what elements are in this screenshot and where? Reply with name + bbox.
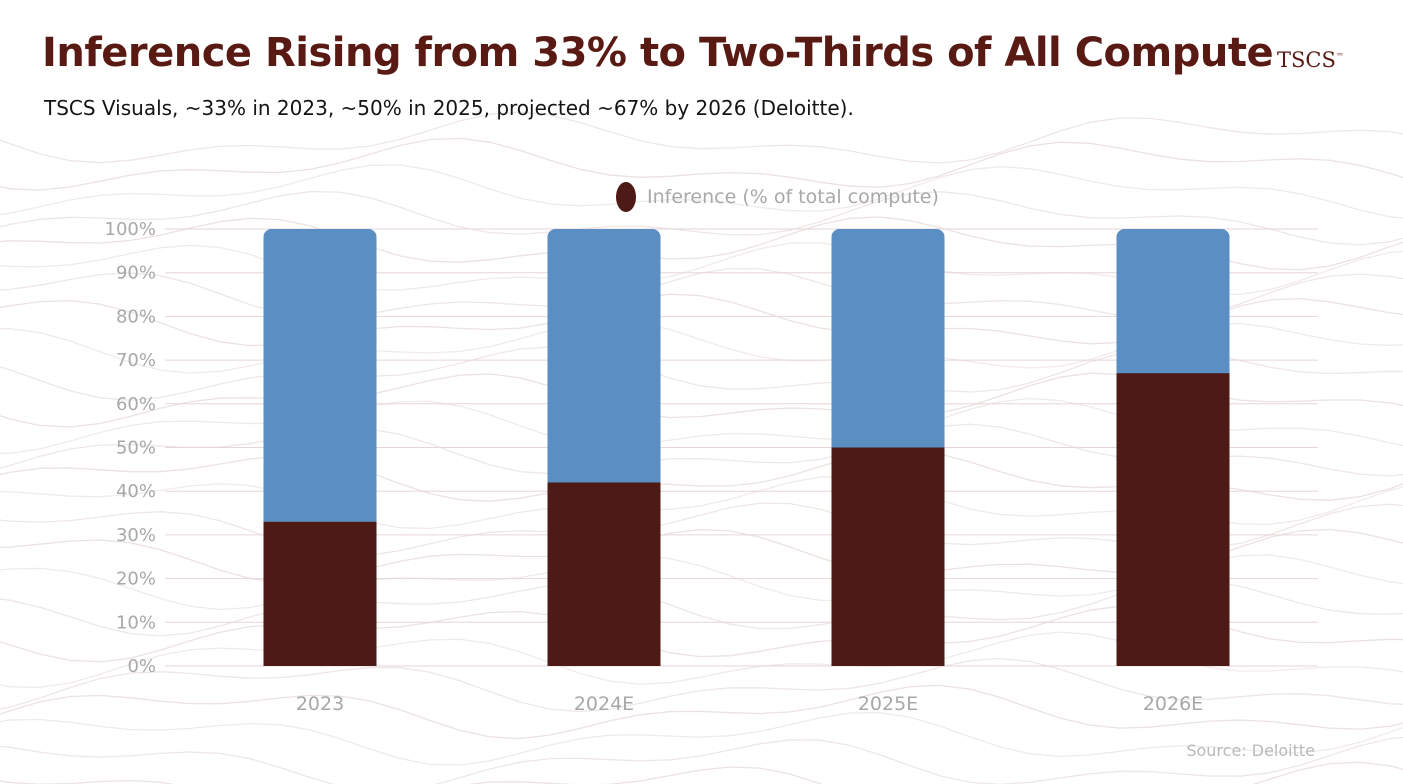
legend-swatch-inference bbox=[616, 182, 636, 212]
contour-line bbox=[0, 164, 1403, 219]
contour-line bbox=[0, 761, 1403, 784]
bar-inference-2023 bbox=[263, 521, 377, 666]
contour-line bbox=[0, 736, 1403, 784]
bar-remainder-2025E bbox=[831, 229, 945, 458]
y-tick-label: 20% bbox=[116, 569, 156, 590]
contour-line bbox=[0, 657, 1403, 713]
brand-logo: TSCS™ bbox=[1277, 48, 1344, 72]
contour-line bbox=[0, 190, 1403, 246]
bar-remainder-2026E bbox=[1116, 229, 1230, 384]
x-tick-label: 2026E bbox=[1143, 693, 1203, 715]
bar-inference-2025E bbox=[831, 447, 945, 666]
source-note: Source: Deloitte bbox=[1186, 741, 1315, 760]
y-tick-label: 100% bbox=[105, 219, 156, 240]
bar-inference-2026E bbox=[1116, 373, 1230, 666]
contour-line bbox=[0, 137, 1403, 191]
brand-name: TSCS bbox=[1277, 48, 1336, 72]
x-tick-label: 2025E bbox=[858, 693, 918, 715]
x-tick-label: 2024E bbox=[574, 693, 634, 715]
bar-remainder-2023 bbox=[263, 229, 377, 532]
y-tick-label: 80% bbox=[116, 306, 156, 327]
y-tick-label: 30% bbox=[116, 525, 156, 546]
contour-line bbox=[0, 684, 1403, 740]
legend-label-inference: Inference (% of total compute) bbox=[647, 186, 939, 208]
y-tick-label: 10% bbox=[116, 612, 156, 633]
contour-line bbox=[0, 111, 1403, 164]
contour-line bbox=[0, 711, 1403, 766]
y-tick-label: 60% bbox=[116, 394, 156, 415]
y-tick-label: 70% bbox=[116, 350, 156, 371]
bar-inference-2024E bbox=[547, 482, 661, 666]
y-tick-label: 90% bbox=[116, 263, 156, 284]
x-tick-label: 2023 bbox=[296, 693, 344, 715]
y-tick-label: 0% bbox=[127, 656, 156, 677]
chart-subtitle: TSCS Visuals, ~33% in 2023, ~50% in 2025… bbox=[44, 96, 854, 120]
y-tick-label: 50% bbox=[116, 438, 156, 459]
page-title: Inference Rising from 33% to Two-Thirds … bbox=[42, 30, 1274, 76]
brand-trademark: ™ bbox=[1335, 52, 1344, 61]
bar-remainder-2024E bbox=[547, 229, 661, 493]
y-tick-label: 40% bbox=[116, 481, 156, 502]
